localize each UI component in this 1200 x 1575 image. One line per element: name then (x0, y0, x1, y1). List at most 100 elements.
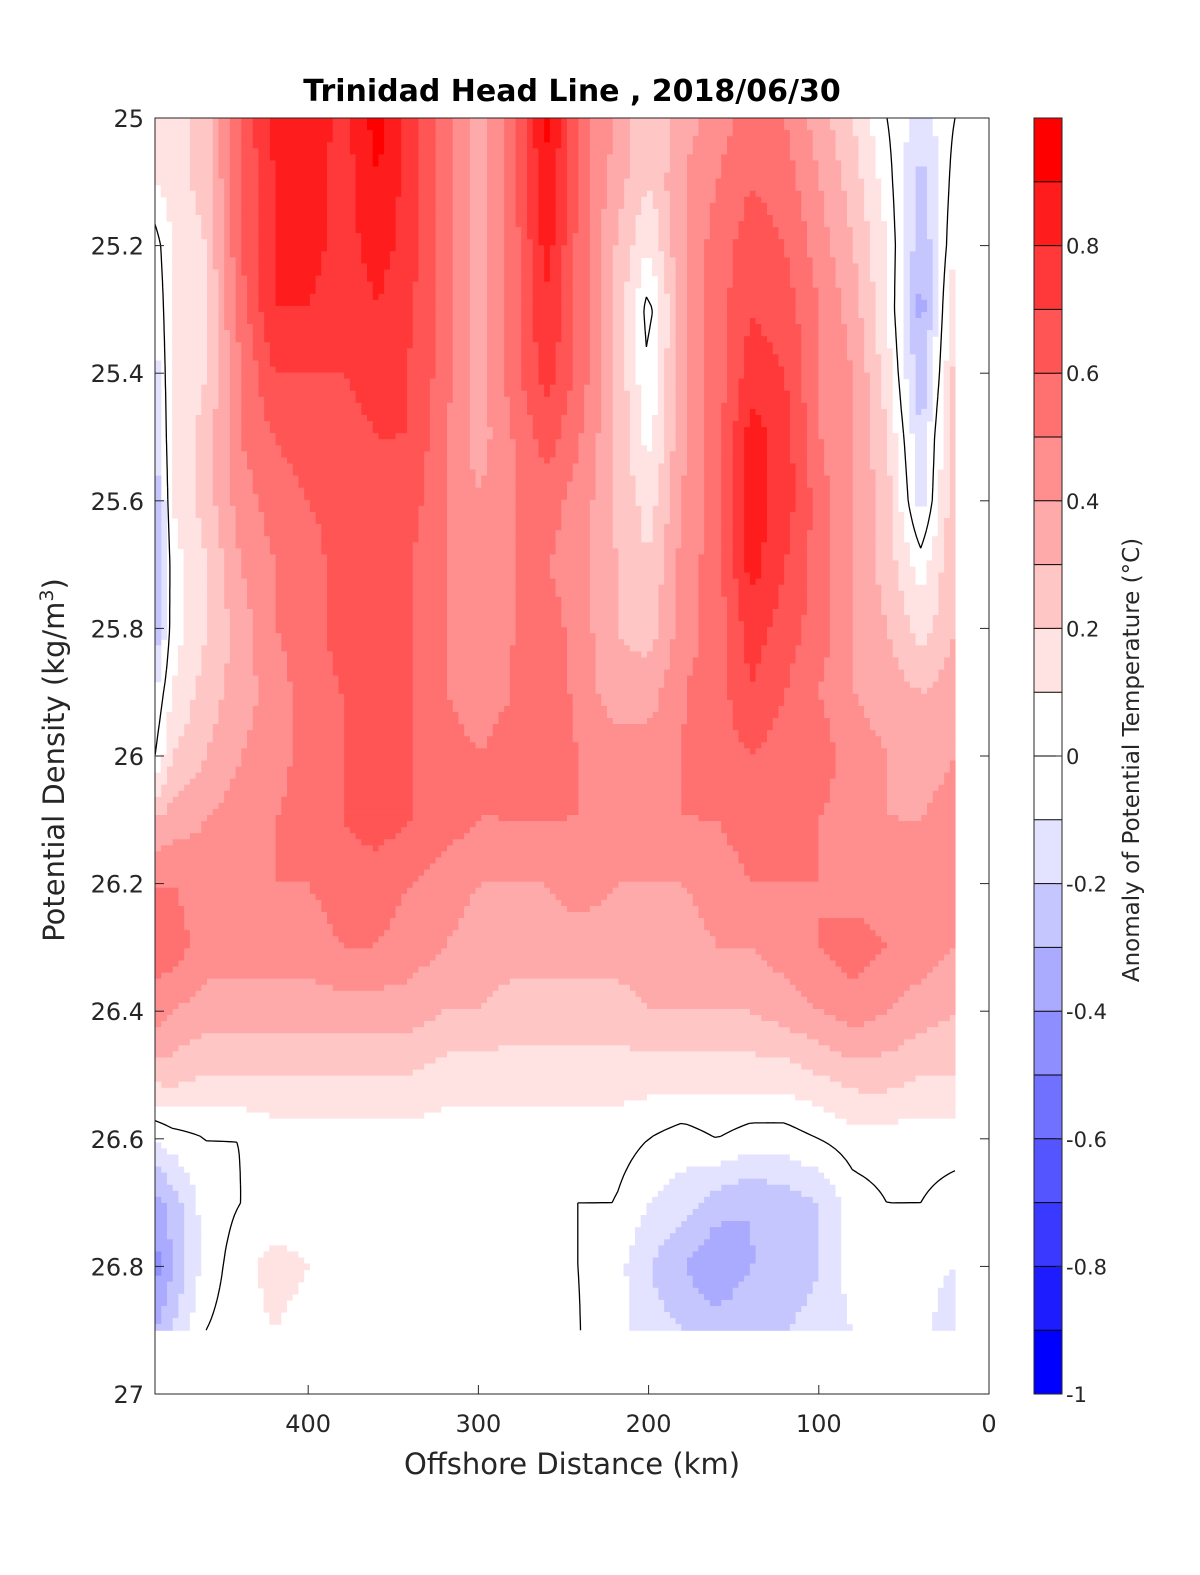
contour-cell (434, 305, 453, 313)
contour-cell (434, 342, 453, 349)
contour-cell (903, 172, 916, 180)
contour-cell (812, 136, 836, 143)
contour-cell (452, 378, 470, 386)
contour-cell (155, 815, 208, 822)
contour-cell (669, 469, 687, 477)
contour-cell (229, 178, 242, 186)
contour-cell (800, 208, 825, 216)
contour-cell (612, 311, 625, 319)
contour-cell (177, 518, 202, 525)
contour-cell (577, 136, 590, 143)
contour-cell (400, 154, 419, 162)
contour-cell (852, 414, 870, 422)
contour-cell (383, 124, 402, 131)
contour-cell (235, 766, 288, 774)
contour-cell (812, 524, 830, 531)
contour-cell (572, 251, 590, 258)
contour-cell (503, 233, 522, 240)
contour-cell (817, 833, 956, 840)
contour-cell (732, 1287, 813, 1295)
contour-cell (223, 257, 236, 265)
contour-cell (509, 681, 568, 689)
contour-cell (195, 687, 225, 695)
contour-cell (332, 130, 350, 137)
contour-cell (806, 602, 830, 610)
contour-cell (423, 499, 448, 507)
contour-cell (663, 1239, 705, 1246)
contour-cell (280, 796, 345, 804)
contour-cell (663, 257, 676, 265)
contour-cell (326, 602, 413, 610)
contour-cell (754, 1245, 819, 1253)
contour-cell (183, 1281, 196, 1289)
contour-cell (612, 281, 625, 289)
contour-cell (412, 566, 448, 574)
contour-cell (269, 142, 328, 149)
contour-cell (726, 348, 745, 355)
contour-cell (600, 208, 619, 216)
contour-cell (274, 196, 328, 204)
contour-cell (674, 590, 699, 598)
contour-cell (817, 360, 853, 368)
contour-cell (749, 1008, 825, 1016)
contour-cell (674, 627, 699, 634)
contour-cell (589, 136, 613, 143)
contour-cell (463, 833, 727, 840)
contour-cell (926, 972, 956, 980)
contour-cell (177, 1081, 842, 1089)
contour-cell (292, 705, 345, 713)
contour-cell (914, 190, 927, 198)
contour-cell (783, 245, 807, 252)
contour-cell (732, 711, 779, 719)
contour-cell (400, 172, 419, 180)
contour-cell (680, 1221, 722, 1228)
contour-cell (229, 202, 242, 210)
contour-cell (857, 269, 870, 277)
contour-cell (623, 324, 636, 331)
contour-cell (217, 524, 236, 531)
contour-cell (166, 778, 190, 786)
contour-cell (257, 196, 276, 204)
contour-cell (217, 366, 230, 374)
contour-cell (823, 669, 853, 677)
contour-cell (577, 124, 590, 131)
contour-cell (412, 596, 448, 604)
contour-cell (412, 657, 448, 665)
contour-cell (469, 330, 488, 337)
contour-cell (566, 645, 596, 652)
contour-cell (646, 651, 670, 659)
contour-cell (172, 1239, 185, 1246)
contour-cell (240, 754, 293, 762)
contour-cell (160, 754, 173, 762)
contour-cell (880, 384, 893, 392)
contour-cell (155, 857, 276, 865)
contour-cell (200, 221, 213, 228)
contour-cell (486, 384, 505, 392)
contour-cell (829, 536, 853, 543)
contour-cell (914, 227, 927, 234)
contour-cell (229, 233, 242, 240)
contour-cell (537, 208, 556, 216)
contour-cell (589, 342, 602, 349)
contour-cell (429, 421, 448, 428)
contour-cell (732, 130, 790, 137)
contour-cell (812, 148, 836, 155)
contour-cell (434, 1015, 762, 1022)
contour-cell (669, 463, 687, 471)
contour-cell (257, 166, 276, 174)
contour-cell (497, 711, 573, 719)
contour-cell (800, 990, 905, 998)
contour-cell (257, 366, 276, 374)
contour-cell (732, 560, 745, 568)
contour-cell (909, 627, 933, 634)
contour-cell (452, 148, 470, 155)
contour-cell (155, 1202, 168, 1210)
contour-cell (817, 402, 853, 410)
contour-cell (257, 1281, 299, 1289)
contour-cell (532, 324, 562, 331)
contour-cell (834, 754, 887, 762)
contour-fill (155, 118, 956, 1331)
contour-cell (726, 324, 750, 331)
contour-cell (732, 718, 773, 725)
contour-cell (594, 469, 613, 477)
